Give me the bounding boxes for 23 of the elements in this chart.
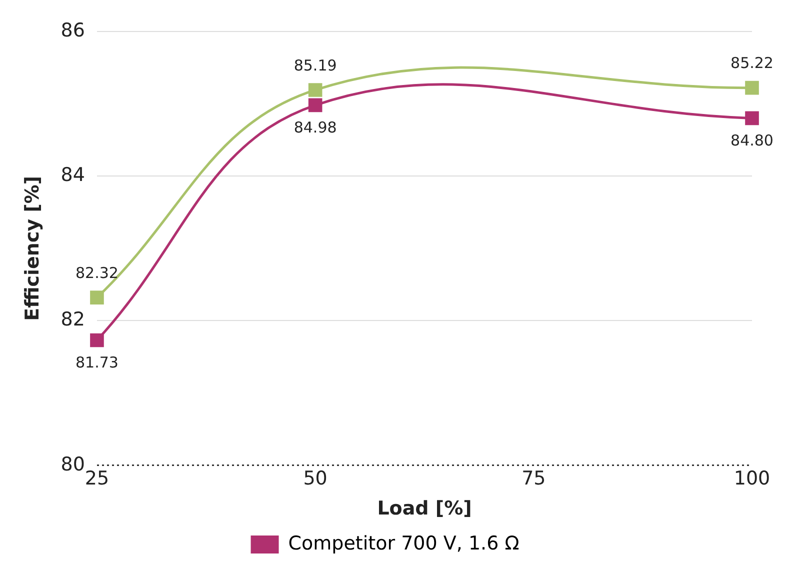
point [745,80,759,95]
x-tick-label: 25 [84,468,110,490]
x-axis-title: Load [%] [377,498,472,520]
point [745,111,759,126]
data-label: 84.98 [294,118,337,137]
y-tick-label: 82 [60,308,85,331]
point [308,98,322,112]
y-tick-label: 84 [60,164,85,186]
x-tick-label: 75 [522,468,546,490]
y-axis-title: Efficiency [%] [21,176,44,321]
x-tick-label: 100 [734,468,770,490]
data-label: 81.73 [76,354,118,372]
point [308,83,322,97]
x-tick-label: 50 [303,468,328,490]
data-label: 84.80 [730,132,774,150]
data-label: 85.22 [730,54,774,72]
y-tick-label: 86 [60,19,85,42]
data-label: 82.32 [76,264,118,282]
data-label: 85.19 [294,56,337,74]
point [90,290,104,304]
y-tick-label: 80 [60,453,85,476]
point [90,333,104,348]
legend-label: Competitor 700 V, 1.6 Ω [288,532,520,554]
